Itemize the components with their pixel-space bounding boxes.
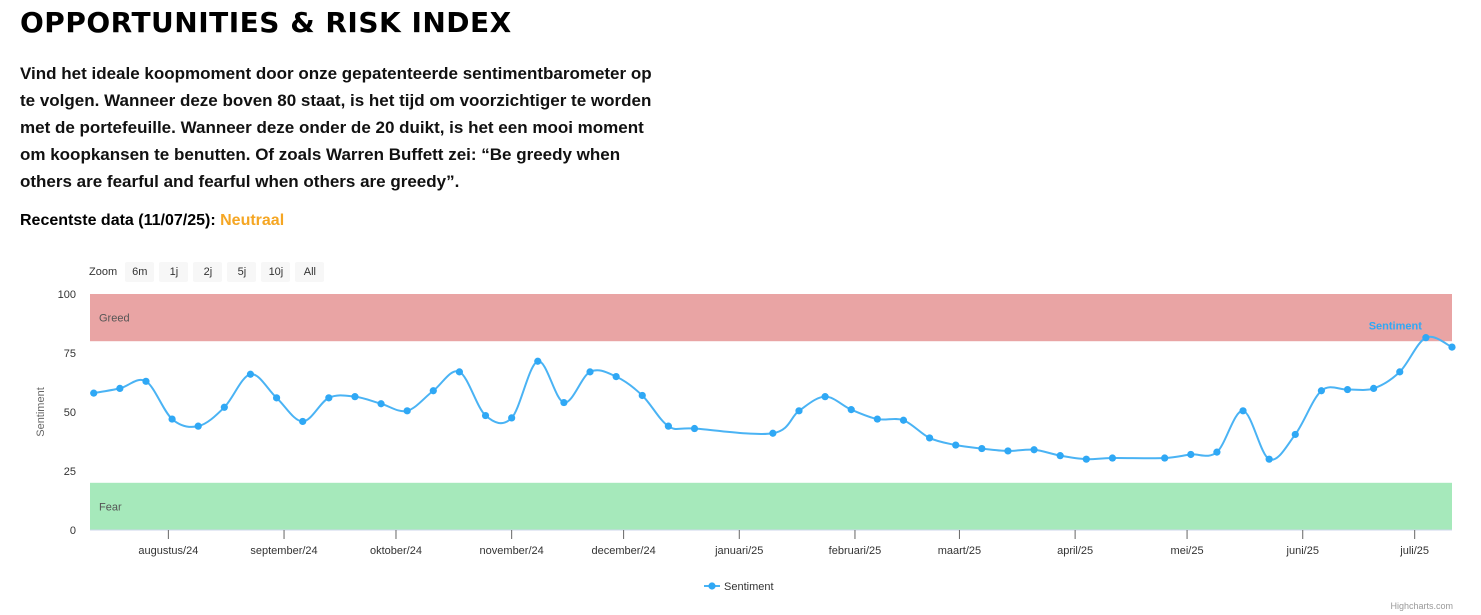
recent-status-badge: Neutraal [220, 212, 285, 229]
data-point [1213, 448, 1221, 456]
x-tick-label: februari/25 [829, 545, 882, 557]
plot-band-label-greed: Greed [99, 313, 130, 325]
y-tick-label: 75 [64, 348, 76, 360]
data-point [952, 441, 960, 449]
data-point [90, 389, 98, 397]
plot-band-fear [90, 482, 1452, 530]
x-tick-label: november/24 [480, 545, 544, 557]
data-point [1448, 343, 1456, 351]
data-point [116, 384, 124, 392]
legend-item-sentiment[interactable]: Sentiment [724, 581, 774, 593]
data-point [821, 393, 829, 401]
data-point [1422, 334, 1430, 342]
recent-data-label: Recentste data (11/07/25): [20, 212, 216, 229]
data-point [795, 407, 803, 415]
data-point [508, 414, 516, 422]
zoom-toolbar: Zoom 6m 1j 2j 5j 10j All [89, 262, 325, 282]
data-point [1161, 454, 1169, 462]
y-tick-label: 25 [64, 466, 76, 478]
data-point [1370, 384, 1378, 392]
data-point [1082, 455, 1090, 463]
plot-band-label-fear: Fear [99, 501, 122, 513]
data-point [351, 393, 359, 401]
page-title: OPPORTUNITIES & RISK INDEX [20, 6, 512, 39]
sentiment-chart: Greed Fear 0 25 50 75 100 Sentiment augustus/24 s… [35, 289, 1456, 593]
data-point [325, 394, 333, 402]
data-point [1317, 387, 1325, 395]
series-end-label: Sentiment [1369, 321, 1423, 333]
data-point [925, 434, 934, 442]
zoom-10j-button[interactable]: 10j [261, 262, 291, 282]
x-tick-label: september/24 [250, 545, 317, 557]
data-point [560, 398, 568, 407]
zoom-1j-button[interactable]: 1j [159, 262, 189, 282]
data-point [1056, 452, 1064, 460]
x-tick-label: oktober/24 [370, 545, 422, 557]
y-tick-label: 0 [70, 525, 76, 537]
legend-symbol-marker [708, 582, 716, 590]
data-point [377, 400, 385, 408]
x-tick-label: augustus/24 [138, 545, 198, 557]
data-point [978, 444, 986, 453]
data-point [1291, 430, 1299, 439]
data-point [272, 394, 281, 402]
x-tick-label: juni/25 [1286, 545, 1319, 557]
data-point [1396, 368, 1404, 376]
data-point [1187, 450, 1195, 459]
data-point [899, 416, 908, 424]
data-point [586, 368, 594, 376]
x-tick-label: juli/25 [1399, 545, 1429, 557]
data-point [246, 370, 255, 378]
y-tick-label: 100 [58, 289, 76, 301]
data-point [769, 429, 777, 437]
data-point [1265, 455, 1273, 463]
x-tick-label: januari/25 [714, 545, 763, 557]
data-point [142, 377, 150, 385]
data-point [194, 422, 202, 430]
data-point [429, 387, 437, 395]
data-point [873, 415, 881, 423]
zoom-5j-button[interactable]: 5j [227, 262, 257, 282]
data-point [481, 411, 490, 420]
data-point [664, 422, 672, 430]
zoom-label: Zoom [89, 266, 118, 278]
x-tick-label: december/24 [591, 545, 655, 557]
zoom-2j-button[interactable]: 2j [193, 262, 223, 282]
data-point [534, 357, 542, 365]
data-point [1343, 385, 1352, 394]
recent-data-line: Recentste data (11/07/25): Neutraal [20, 212, 284, 230]
data-point [612, 373, 620, 381]
zoom-6m-button[interactable]: 6m [125, 262, 155, 282]
x-tick-label: maart/25 [938, 545, 981, 557]
plot-band-greed [90, 294, 1452, 342]
intro-paragraph: Vind het ideale koopmoment door onze gep… [20, 64, 652, 191]
series-line-sentiment [93, 335, 1453, 461]
data-point [1239, 407, 1247, 415]
y-tick-label: 50 [64, 407, 76, 419]
data-point [1030, 446, 1038, 454]
data-point [220, 403, 228, 411]
data-point [403, 407, 411, 415]
x-tick-label: mei/25 [1171, 545, 1204, 557]
data-point [455, 368, 464, 376]
data-point [168, 415, 176, 423]
data-point [690, 424, 699, 433]
data-point [638, 391, 646, 400]
data-point [299, 417, 307, 426]
data-point [1108, 454, 1117, 462]
highcharts-credits-link[interactable]: Highcharts.com [1390, 601, 1453, 611]
data-point [1004, 447, 1012, 455]
data-point [847, 406, 855, 414]
x-tick-label: april/25 [1057, 545, 1093, 557]
zoom-all-button[interactable]: All [295, 262, 325, 282]
y-axis-title: Sentiment [35, 387, 47, 437]
